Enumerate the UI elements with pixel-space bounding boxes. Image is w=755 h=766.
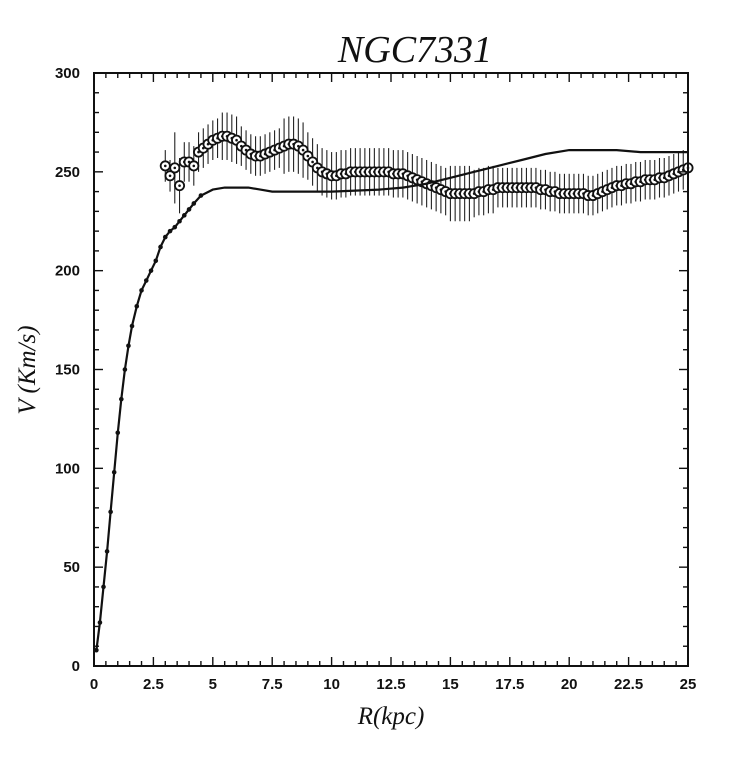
model-point bbox=[143, 278, 149, 283]
model-point bbox=[198, 193, 204, 198]
model-point bbox=[115, 430, 121, 436]
observed-point-center bbox=[306, 154, 310, 158]
y-tick-label: 50 bbox=[63, 559, 80, 576]
model-point bbox=[186, 207, 192, 212]
x-tick-label: 10 bbox=[323, 676, 340, 693]
x-tick-label: 7.5 bbox=[262, 676, 283, 693]
x-tick-label: 20 bbox=[561, 676, 578, 693]
model-point bbox=[162, 234, 168, 240]
y-tick-label: 0 bbox=[72, 658, 80, 675]
y-tick-label: 100 bbox=[55, 460, 80, 477]
observed-point-center bbox=[178, 184, 181, 187]
model-point bbox=[94, 647, 99, 653]
observed-point-center bbox=[311, 160, 314, 164]
model-curve bbox=[95, 149, 688, 651]
x-tick-label: 15 bbox=[442, 676, 459, 693]
y-tick-labels: 0 50 100 150 200 250 300 bbox=[55, 65, 80, 675]
observed-point-center bbox=[168, 174, 172, 178]
model-point bbox=[158, 244, 163, 250]
x-tick-label: 12.5 bbox=[376, 676, 405, 693]
model-point bbox=[191, 201, 197, 206]
model-point bbox=[148, 268, 154, 273]
observed-point-center bbox=[235, 138, 238, 142]
x-tick-label: 22.5 bbox=[614, 676, 643, 693]
model-point bbox=[139, 288, 144, 293]
observed-point-center bbox=[192, 164, 196, 168]
chart-title: NGC7331 bbox=[337, 29, 492, 71]
model-point bbox=[177, 218, 182, 224]
x-tick-label: 2.5 bbox=[143, 676, 164, 693]
y-tick-label: 150 bbox=[55, 362, 80, 379]
y-tick-label: 250 bbox=[55, 164, 80, 181]
x-axis-label: R(kpc) bbox=[357, 703, 425, 730]
axis-ticks bbox=[93, 72, 689, 667]
model-point bbox=[104, 549, 110, 554]
model-point bbox=[126, 343, 131, 349]
model-point bbox=[181, 213, 187, 218]
x-tick-labels: 0 2.5 5 7.5 10 12.5 15 17.5 20 22.5 25 bbox=[90, 676, 697, 693]
model-point bbox=[111, 469, 117, 475]
model-point bbox=[101, 584, 106, 590]
y-tick-label: 300 bbox=[55, 65, 80, 82]
y-axis-label: V (Km/s) bbox=[14, 325, 41, 414]
observed-points-layer bbox=[159, 112, 694, 222]
observed-point-center bbox=[173, 166, 177, 170]
model-point bbox=[122, 367, 128, 372]
model-point bbox=[167, 228, 173, 234]
model-point bbox=[108, 509, 113, 515]
observed-point-center bbox=[301, 148, 305, 152]
x-tick-label: 0 bbox=[90, 676, 98, 693]
observed-point-center bbox=[163, 164, 167, 168]
x-tick-label: 5 bbox=[209, 676, 217, 693]
model-point bbox=[134, 303, 140, 309]
y-tick-label: 200 bbox=[55, 263, 80, 280]
model-point bbox=[129, 323, 135, 329]
model-point bbox=[97, 620, 103, 625]
model-curve-layer bbox=[94, 149, 688, 653]
x-tick-label: 25 bbox=[680, 676, 697, 693]
model-point bbox=[153, 258, 159, 264]
model-point bbox=[119, 396, 124, 402]
x-tick-label: 17.5 bbox=[495, 676, 524, 693]
model-point bbox=[172, 224, 178, 230]
